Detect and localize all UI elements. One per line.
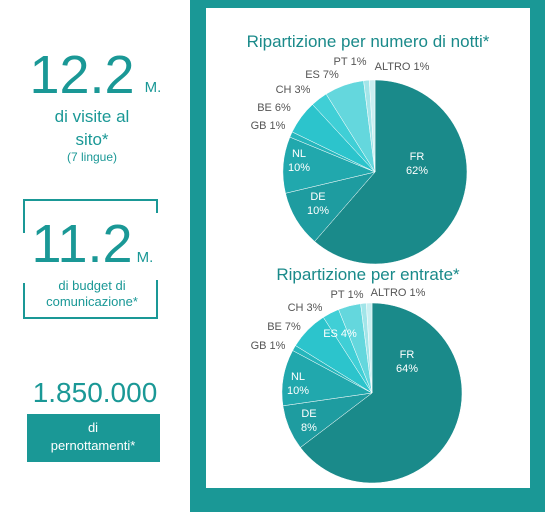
category-label: CH <box>276 84 292 96</box>
slice-label: FR 62% <box>406 151 428 177</box>
chart-title: Ripartizione per numero di notti* <box>247 32 490 51</box>
category-label: PT <box>331 289 345 301</box>
slice-label: PT 1% <box>334 56 367 68</box>
nights-number: 1.850.000 <box>33 377 158 408</box>
slice-label: NL 10% <box>287 371 309 397</box>
value-label: 8% <box>301 422 317 434</box>
category-label: GB <box>251 120 267 132</box>
nights-line: di <box>88 420 98 435</box>
slice-label: DE 10% <box>307 191 329 217</box>
slice-label: FR 64% <box>396 349 418 375</box>
slice-label: GB 1% <box>251 120 286 132</box>
value-label: 6% <box>275 102 291 114</box>
category-label: PT <box>334 56 348 68</box>
value-label: 1% <box>270 340 286 352</box>
visits-line: di visite al <box>55 107 130 126</box>
nights-box <box>27 414 160 462</box>
value-label: 7% <box>285 321 301 333</box>
category-label: BE <box>267 321 282 333</box>
value-label: 1% <box>351 56 367 68</box>
category-label: ALTRO <box>371 287 407 299</box>
category-label: ES <box>323 328 338 340</box>
slice-label: PT 1% <box>331 289 364 301</box>
value-label: 3% <box>306 302 322 314</box>
pie-slice <box>366 302 373 394</box>
slice-label: ALTRO 1% <box>375 61 430 73</box>
slice-label: ES 7% <box>305 69 339 81</box>
pie-slice <box>314 79 468 265</box>
category-label: FR <box>400 349 415 361</box>
pie-slice <box>300 302 463 484</box>
category-label: DE <box>301 408 316 420</box>
value-label: 7% <box>323 69 339 81</box>
category-label: BE <box>257 102 272 114</box>
slice-label: DE 8% <box>301 408 317 434</box>
category-label: DE <box>310 191 325 203</box>
budget-number: 11.2 <box>31 214 132 274</box>
slice-label: BE 6% <box>257 102 291 114</box>
visits-note: (7 lingue) <box>67 150 117 164</box>
visits-line: sito* <box>75 130 108 149</box>
slice-label: BE 7% <box>267 321 301 333</box>
category-label: ALTRO <box>375 61 411 73</box>
budget-frame <box>23 199 158 319</box>
visits-number: 12.2 <box>29 45 134 105</box>
value-label: 10% <box>307 205 329 217</box>
category-label: CH <box>288 302 304 314</box>
category-label: NL <box>291 371 305 383</box>
value-label: 3% <box>294 84 310 96</box>
value-label: 1% <box>348 289 364 301</box>
value-label: 10% <box>288 162 310 174</box>
value-label: 62% <box>406 165 428 177</box>
value-label: 4% <box>341 328 357 340</box>
category-label: NL <box>292 148 306 160</box>
chart-title: Ripartizione per entrate* <box>276 265 460 284</box>
slice-label: GB 1% <box>251 340 286 352</box>
slice-label: ES 4% <box>323 328 357 340</box>
category-label: ES <box>305 69 320 81</box>
value-label: 1% <box>413 61 429 73</box>
category-label: GB <box>251 340 267 352</box>
slice-label: ALTRO 1% <box>371 287 426 299</box>
slice-label: CH 3% <box>276 84 311 96</box>
value-label: 64% <box>396 363 418 375</box>
visits-unit: M. <box>145 79 162 96</box>
category-label: FR <box>410 151 425 163</box>
pie-slice <box>369 79 376 173</box>
nights-line: pernottamenti* <box>51 438 136 453</box>
slice-label: NL 10% <box>288 148 310 174</box>
slice-label: CH 3% <box>288 302 323 314</box>
budget-unit: M. <box>137 249 154 266</box>
value-label: 10% <box>287 385 309 397</box>
value-label: 1% <box>409 287 425 299</box>
value-label: 1% <box>270 120 286 132</box>
budget-line: di budget di <box>58 278 125 293</box>
budget-line: comunicazione* <box>46 294 138 309</box>
